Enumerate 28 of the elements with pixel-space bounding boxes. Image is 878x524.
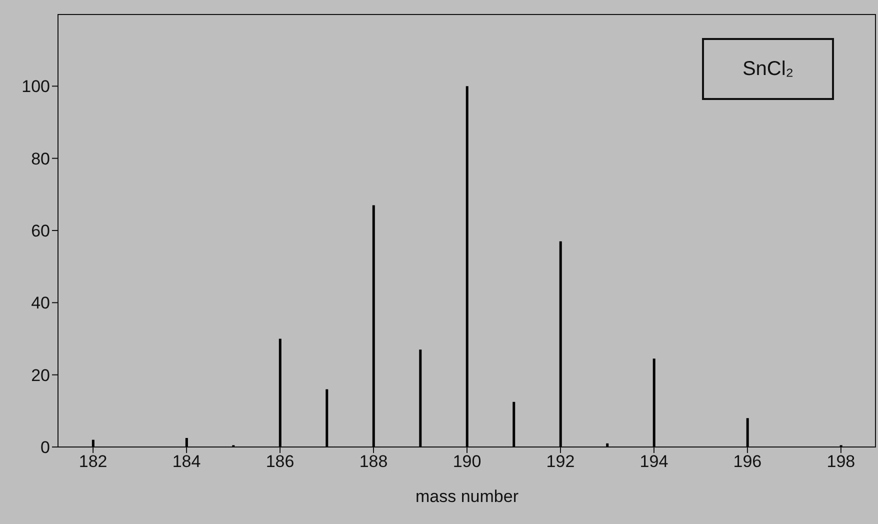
y-tick-label: 40 [31,294,50,313]
x-tick-label: 186 [266,452,294,472]
bar [419,350,422,447]
y-tick-label: 80 [31,149,50,168]
bar [746,418,749,447]
x-tick-label: 184 [172,452,201,472]
x-tick-label: 188 [359,452,388,472]
bar [278,338,282,447]
bar [652,358,656,447]
label-box: SnCl₂ [702,38,834,100]
bar [466,86,468,447]
x-tick-label: 196 [733,452,762,472]
x-tick-label: 194 [640,452,668,472]
y-tick-label: 100 [22,77,50,96]
x-tick-label: 198 [826,452,856,472]
y-tick-label: 60 [31,222,50,241]
x-axis-title: mass number [416,487,519,506]
bar [92,440,94,447]
x-tick-label: 192 [546,452,575,472]
y-tick-label: 0 [40,438,50,458]
bar [559,241,562,447]
x-tick-label: 182 [78,452,108,472]
bar [372,205,375,447]
bar [326,389,328,447]
y-tick-label: 20 [31,366,50,385]
bar [185,438,188,447]
x-tick-label: 190 [452,452,482,472]
bar [512,402,516,447]
